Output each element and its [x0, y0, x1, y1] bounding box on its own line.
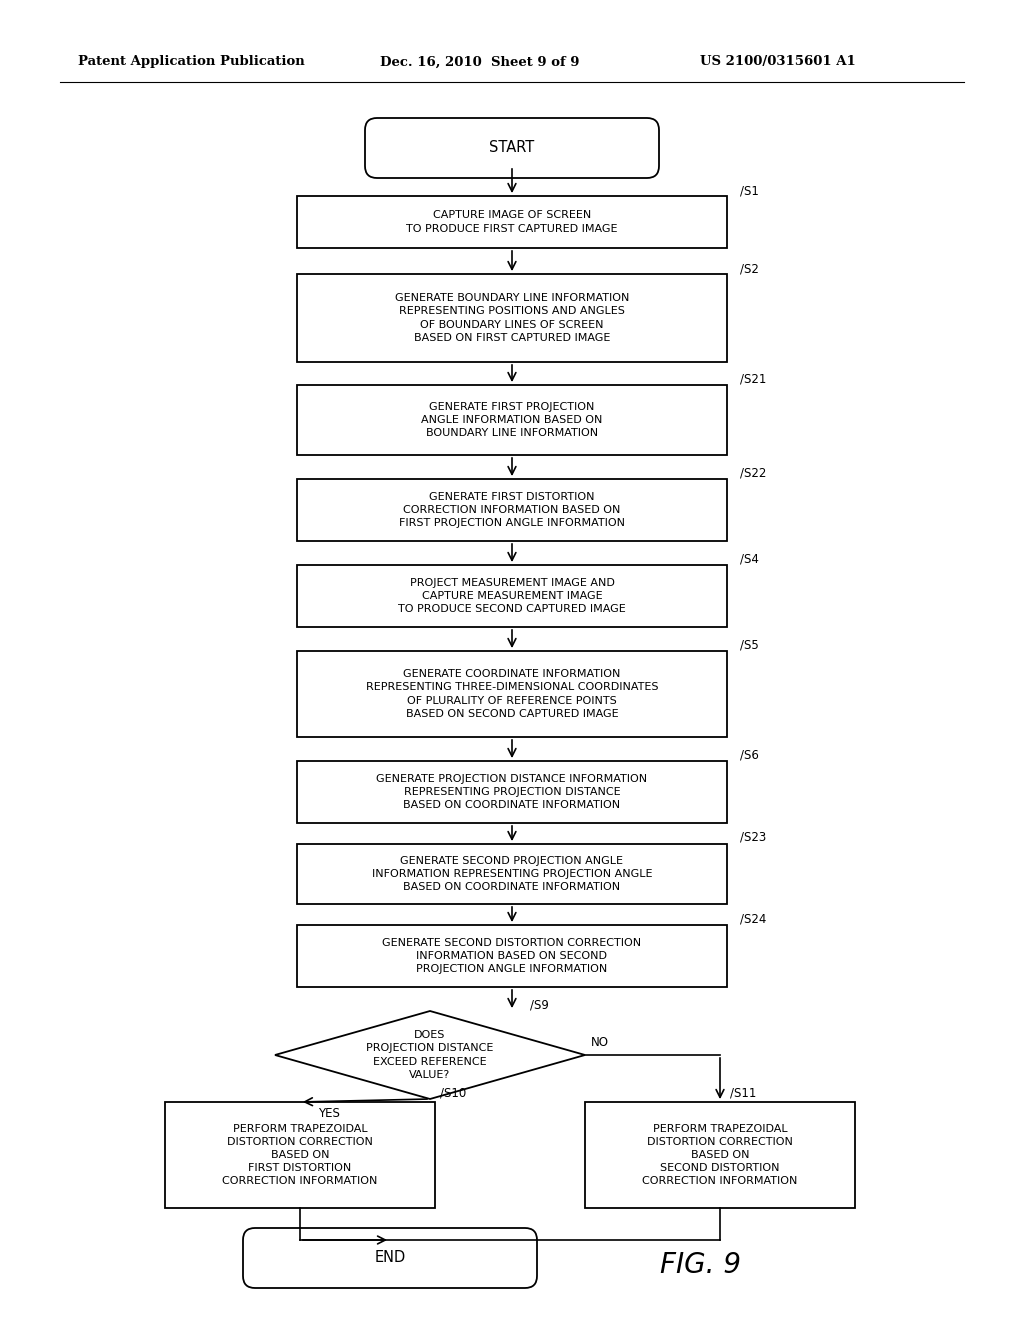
- Text: /S2: /S2: [740, 263, 759, 276]
- FancyBboxPatch shape: [243, 1228, 537, 1288]
- Bar: [297, 651, 727, 737]
- Text: GENERATE SECOND PROJECTION ANGLE
INFORMATION REPRESENTING PROJECTION ANGLE
BASED: GENERATE SECOND PROJECTION ANGLE INFORMA…: [372, 855, 652, 892]
- Bar: [297, 385, 727, 455]
- Bar: [297, 843, 727, 904]
- Text: PERFORM TRAPEZOIDAL
DISTORTION CORRECTION
BASED ON
SECOND DISTORTION
CORRECTION : PERFORM TRAPEZOIDAL DISTORTION CORRECTIO…: [642, 1123, 798, 1187]
- Text: NO: NO: [591, 1036, 609, 1049]
- Text: /S6: /S6: [740, 748, 759, 762]
- Bar: [297, 479, 727, 541]
- Polygon shape: [275, 1011, 585, 1100]
- Bar: [297, 925, 727, 987]
- Text: GENERATE COORDINATE INFORMATION
REPRESENTING THREE-DIMENSIONAL COORDINATES
OF PL: GENERATE COORDINATE INFORMATION REPRESEN…: [366, 669, 658, 719]
- Text: CAPTURE IMAGE OF SCREEN
TO PRODUCE FIRST CAPTURED IMAGE: CAPTURE IMAGE OF SCREEN TO PRODUCE FIRST…: [407, 210, 617, 234]
- Text: /S5: /S5: [740, 639, 759, 652]
- FancyBboxPatch shape: [365, 117, 659, 178]
- Text: Dec. 16, 2010  Sheet 9 of 9: Dec. 16, 2010 Sheet 9 of 9: [380, 55, 580, 69]
- Text: GENERATE FIRST DISTORTION
CORRECTION INFORMATION BASED ON
FIRST PROJECTION ANGLE: GENERATE FIRST DISTORTION CORRECTION INF…: [399, 492, 625, 528]
- Text: /S24: /S24: [740, 913, 766, 927]
- Text: /S23: /S23: [740, 832, 766, 843]
- Text: US 2100/0315601 A1: US 2100/0315601 A1: [700, 55, 856, 69]
- Bar: [297, 275, 727, 362]
- Text: /S4: /S4: [740, 553, 759, 566]
- Text: /S9: /S9: [530, 999, 549, 1012]
- Text: /S10: /S10: [440, 1086, 466, 1100]
- Bar: [165, 1102, 435, 1208]
- Text: PERFORM TRAPEZOIDAL
DISTORTION CORRECTION
BASED ON
FIRST DISTORTION
CORRECTION I: PERFORM TRAPEZOIDAL DISTORTION CORRECTIO…: [222, 1123, 378, 1187]
- Text: YES: YES: [318, 1107, 340, 1119]
- Text: /S1: /S1: [740, 185, 759, 198]
- Text: GENERATE BOUNDARY LINE INFORMATION
REPRESENTING POSITIONS AND ANGLES
OF BOUNDARY: GENERATE BOUNDARY LINE INFORMATION REPRE…: [395, 293, 629, 343]
- Bar: [297, 195, 727, 248]
- Text: GENERATE SECOND DISTORTION CORRECTION
INFORMATION BASED ON SECOND
PROJECTION ANG: GENERATE SECOND DISTORTION CORRECTION IN…: [382, 937, 642, 974]
- Text: DOES
PROJECTION DISTANCE
EXCEED REFERENCE
VALUE?: DOES PROJECTION DISTANCE EXCEED REFERENC…: [367, 1030, 494, 1080]
- Text: END: END: [375, 1250, 406, 1266]
- Text: START: START: [489, 140, 535, 156]
- Bar: [297, 762, 727, 822]
- Bar: [585, 1102, 855, 1208]
- Text: FIG. 9: FIG. 9: [659, 1251, 740, 1279]
- Text: GENERATE PROJECTION DISTANCE INFORMATION
REPRESENTING PROJECTION DISTANCE
BASED : GENERATE PROJECTION DISTANCE INFORMATION…: [377, 774, 647, 810]
- Text: Patent Application Publication: Patent Application Publication: [78, 55, 305, 69]
- Text: PROJECT MEASUREMENT IMAGE AND
CAPTURE MEASUREMENT IMAGE
TO PRODUCE SECOND CAPTUR: PROJECT MEASUREMENT IMAGE AND CAPTURE ME…: [398, 578, 626, 614]
- Bar: [297, 565, 727, 627]
- Text: /S11: /S11: [730, 1086, 757, 1100]
- Text: /S21: /S21: [740, 374, 766, 385]
- Text: /S22: /S22: [740, 467, 766, 480]
- Text: GENERATE FIRST PROJECTION
ANGLE INFORMATION BASED ON
BOUNDARY LINE INFORMATION: GENERATE FIRST PROJECTION ANGLE INFORMAT…: [421, 401, 603, 438]
